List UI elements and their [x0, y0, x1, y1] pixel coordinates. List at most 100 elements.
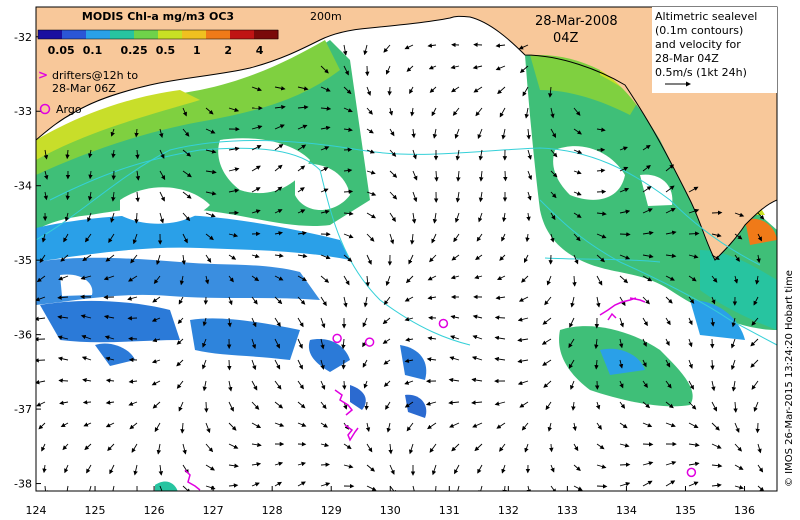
velocity-arrow: [517, 337, 529, 343]
velocity-arrow: [182, 443, 187, 455]
velocity-arrow: [519, 401, 529, 408]
velocity-arrow: [494, 401, 506, 406]
velocity-arrow: [619, 166, 629, 172]
velocity-arrow: [320, 65, 329, 74]
velocity-arrow: [251, 253, 260, 259]
velocity-arrow: [449, 422, 460, 428]
velocity-arrow: [550, 149, 558, 158]
velocity-arrow: [477, 128, 483, 140]
velocity-arrow: [688, 296, 695, 304]
velocity-arrow: [427, 422, 437, 430]
velocity-arrow: [526, 212, 531, 222]
velocity-arrow: [517, 380, 529, 386]
velocity-arrow: [297, 86, 309, 91]
velocity-arrow: [734, 254, 740, 262]
velocity-arrow: [731, 380, 737, 392]
velocity-arrow: [619, 232, 631, 237]
velocity-arrow: [128, 379, 138, 384]
velocity-arrow: [753, 401, 759, 412]
velocity-arrow: [182, 191, 192, 199]
velocity-arrow: [320, 167, 329, 172]
velocity-arrow: [434, 170, 439, 182]
velocity-arrow: [84, 233, 92, 243]
velocity-arrow: [428, 65, 437, 70]
velocity-arrow: [429, 443, 437, 453]
x-tick-label: 133: [557, 504, 578, 517]
velocity-arrow: [59, 400, 69, 406]
colorbar-segment: [86, 30, 111, 39]
velocity-arrow: [366, 149, 375, 154]
velocity-arrow: [573, 212, 582, 218]
velocity-arrow: [411, 212, 417, 224]
velocity-arrow: [228, 296, 233, 306]
velocity-arrow: [711, 422, 720, 431]
velocity-arrow: [665, 275, 675, 281]
velocity-arrow: [177, 317, 184, 324]
velocity-arrow: [320, 462, 330, 467]
velocity-arrow: [410, 233, 415, 245]
velocity-arrow: [227, 359, 232, 371]
velocity-arrow: [734, 212, 745, 217]
velocity-arrow: [619, 187, 630, 193]
velocity-arrow: [568, 338, 575, 349]
velocity-arrow: [411, 128, 416, 139]
velocity-arrow: [107, 443, 115, 452]
velocity-arrow: [362, 359, 368, 368]
velocity-arrow: [251, 401, 260, 410]
x-tick-label: 132: [498, 504, 519, 517]
velocity-arrow: [455, 485, 460, 491]
velocity-arrow: [127, 296, 138, 301]
velocity-arrow: [665, 253, 677, 259]
velocity-arrow: [642, 230, 654, 236]
velocity-arrow: [88, 170, 93, 180]
velocity-arrow: [297, 209, 306, 214]
velocity-arrow: [734, 485, 744, 490]
velocity-arrow: [755, 275, 760, 285]
velocity-arrow: [343, 296, 348, 308]
argo-float-marker: [686, 467, 697, 478]
velocity-arrow: [134, 128, 139, 138]
velocity-arrow: [320, 482, 331, 487]
altimetry-line-3: and velocity for: [655, 38, 741, 51]
argo-key-icon: [39, 103, 51, 115]
velocity-arrow: [297, 359, 303, 370]
velocity-arrow: [519, 65, 529, 73]
velocity-arrow: [450, 314, 460, 320]
y-tick-label: -33: [14, 105, 32, 118]
velocity-arrow: [619, 422, 628, 429]
x-tick-label: 126: [144, 504, 165, 517]
velocity-arrow: [711, 296, 716, 305]
velocity-arrow: [204, 401, 209, 413]
velocity-arrow: [404, 358, 414, 364]
velocity-arrow: [454, 212, 460, 223]
velocity-arrow: [297, 380, 304, 390]
time-label: 04Z: [553, 31, 579, 46]
velocity-arrow: [274, 338, 280, 349]
velocity-arrow: [665, 380, 672, 389]
velocity-arrow: [688, 254, 699, 259]
velocity-arrow: [454, 464, 460, 475]
velocity-arrow: [251, 317, 257, 328]
velocity-arrow: [473, 86, 483, 93]
velocity-arrow: [178, 296, 184, 305]
velocity-arrow: [573, 233, 581, 242]
velocity-arrow: [64, 485, 70, 491]
velocity-arrow: [320, 359, 325, 370]
velocity-arrow: [43, 485, 48, 491]
velocity-arrow: [429, 86, 437, 93]
velocity-arrow: [550, 212, 556, 221]
velocity-arrow: [619, 443, 630, 448]
velocity-arrow: [387, 86, 392, 96]
velocity-arrow: [320, 254, 331, 260]
velocity-arrow: [383, 296, 391, 306]
velocity-arrow: [382, 338, 391, 344]
velocity-arrow: [274, 164, 283, 172]
argo-label: Argo: [56, 103, 82, 116]
velocity-arrow: [517, 358, 529, 364]
velocity-arrow: [57, 295, 69, 300]
velocity-arrow: [425, 401, 437, 406]
velocity-arrow: [521, 422, 529, 431]
velocity-arrow: [494, 356, 506, 362]
velocity-arrow: [477, 464, 483, 474]
y-tick-label: -36: [14, 329, 32, 342]
